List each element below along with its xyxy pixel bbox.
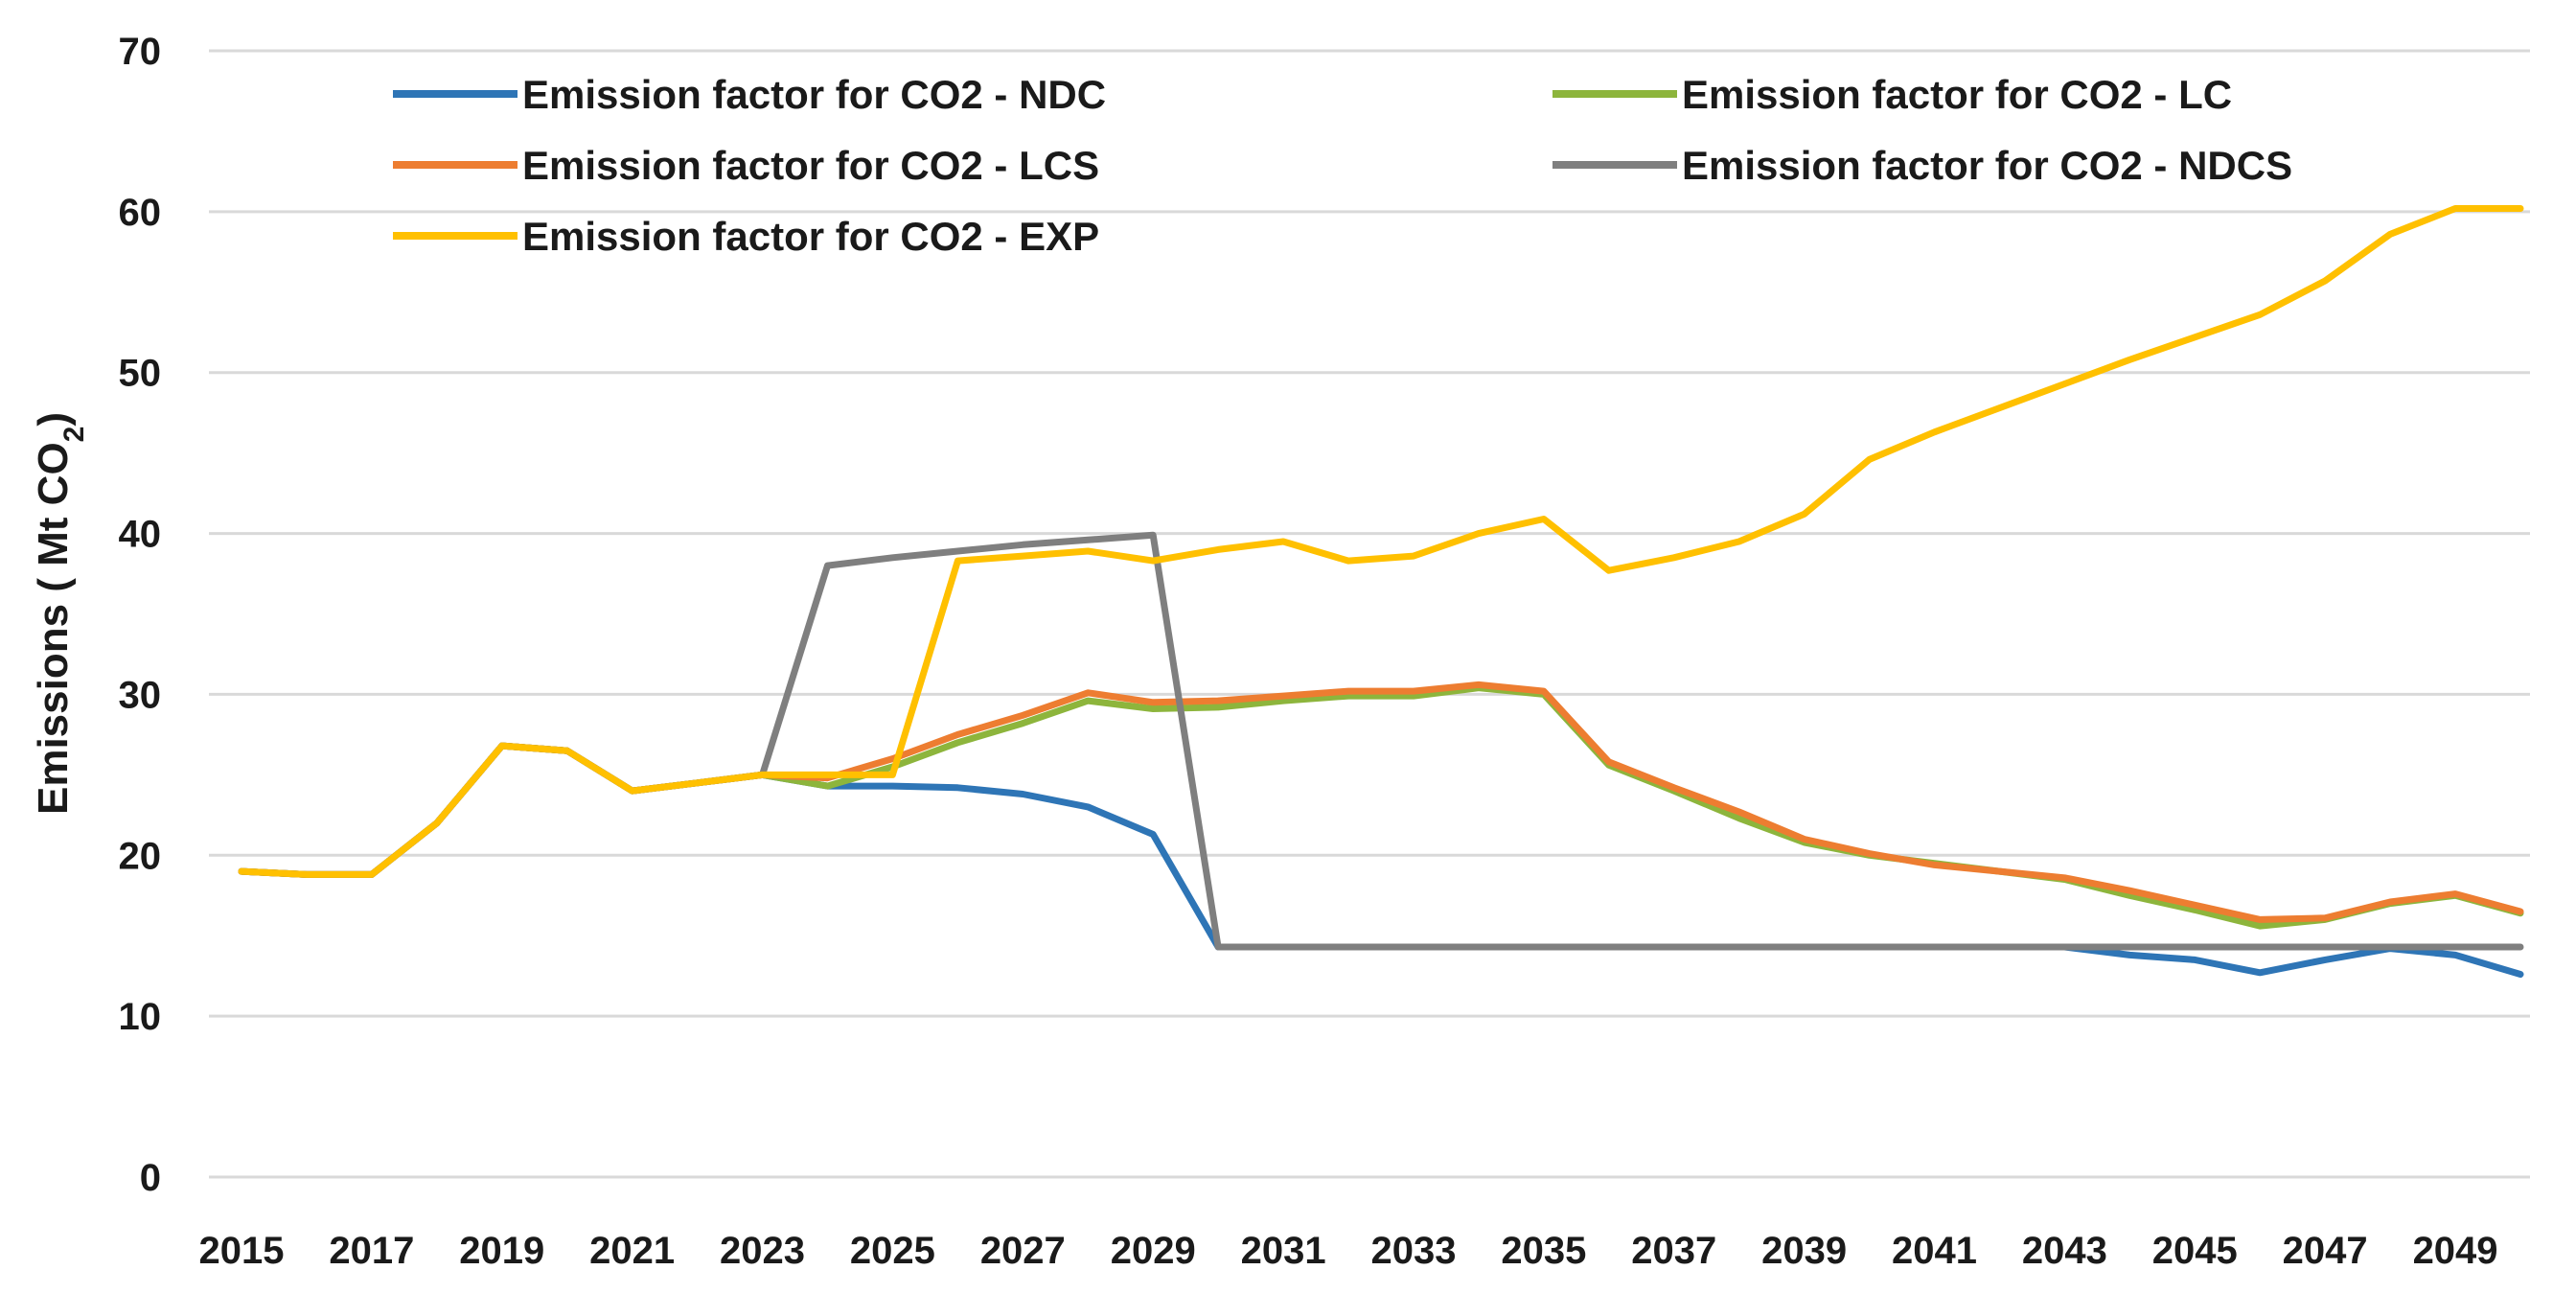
x-tick-label: 2039 (1761, 1230, 1847, 1272)
series-line-ndc (238, 742, 2524, 978)
series-lines (238, 205, 2524, 978)
y-tick-label: 70 (119, 31, 162, 73)
legend: Emission factor for CO2 - NDC Emission fa… (393, 72, 2292, 259)
legend-label-exp: Emission factor for CO2 - EXP (522, 214, 1099, 259)
y-tick-label: 10 (119, 996, 162, 1038)
x-tick-label: 2045 (2152, 1230, 2238, 1272)
x-tick-label: 2029 (1111, 1230, 1196, 1272)
y-axis-title: Emissions ( Mt CO2) (30, 412, 90, 815)
y-tick-label: 50 (119, 353, 162, 395)
legend-label-ndcs: Emission factor for CO2 - NDCS (1682, 143, 2292, 188)
series-line-exp (238, 205, 2524, 878)
x-tick-label: 2015 (199, 1230, 285, 1272)
x-axis-ticks: 2015 2017 2019 2021 2023 2025 2027 2029 2031 2033… (199, 1230, 2498, 1272)
y-tick-label: 20 (119, 835, 162, 877)
legend-label-ndc: Emission factor for CO2 - NDC (522, 72, 1106, 117)
x-tick-label: 2049 (2413, 1230, 2498, 1272)
y-axis-title-main: Emissions ( Mt CO (30, 442, 77, 815)
x-tick-label: 2021 (589, 1230, 675, 1272)
y-tick-label: 0 (140, 1157, 161, 1199)
x-tick-label: 2031 (1241, 1230, 1326, 1272)
y-axis-title-subscript: 2 (58, 427, 90, 443)
y-tick-label: 60 (119, 192, 162, 234)
x-tick-label: 2025 (850, 1230, 935, 1272)
x-tick-label: 2043 (2022, 1230, 2107, 1272)
y-tick-label: 40 (119, 514, 162, 556)
legend-label-lc: Emission factor for CO2 - LC (1682, 72, 2232, 117)
x-tick-label: 2019 (459, 1230, 544, 1272)
legend-label-lcs: Emission factor for CO2 - LCS (522, 143, 1099, 188)
series-line-lc (238, 684, 2524, 930)
series-line-lcs (238, 681, 2524, 923)
series-line-ndcs (238, 531, 2524, 951)
x-tick-label: 2047 (2283, 1230, 2368, 1272)
y-axis-ticks: 0 10 20 30 40 50 60 70 (119, 31, 162, 1199)
gridlines (209, 49, 2530, 1179)
y-tick-label: 30 (119, 674, 162, 716)
x-tick-label: 2037 (1631, 1230, 1716, 1272)
x-tick-label: 2027 (980, 1230, 1066, 1272)
y-axis-title-end: ) (30, 412, 77, 427)
x-tick-label: 2041 (1892, 1230, 1977, 1272)
x-tick-label: 2033 (1370, 1230, 1456, 1272)
x-tick-label: 2017 (329, 1230, 414, 1272)
x-tick-label: 2023 (720, 1230, 805, 1272)
x-tick-label: 2035 (1501, 1230, 1586, 1272)
